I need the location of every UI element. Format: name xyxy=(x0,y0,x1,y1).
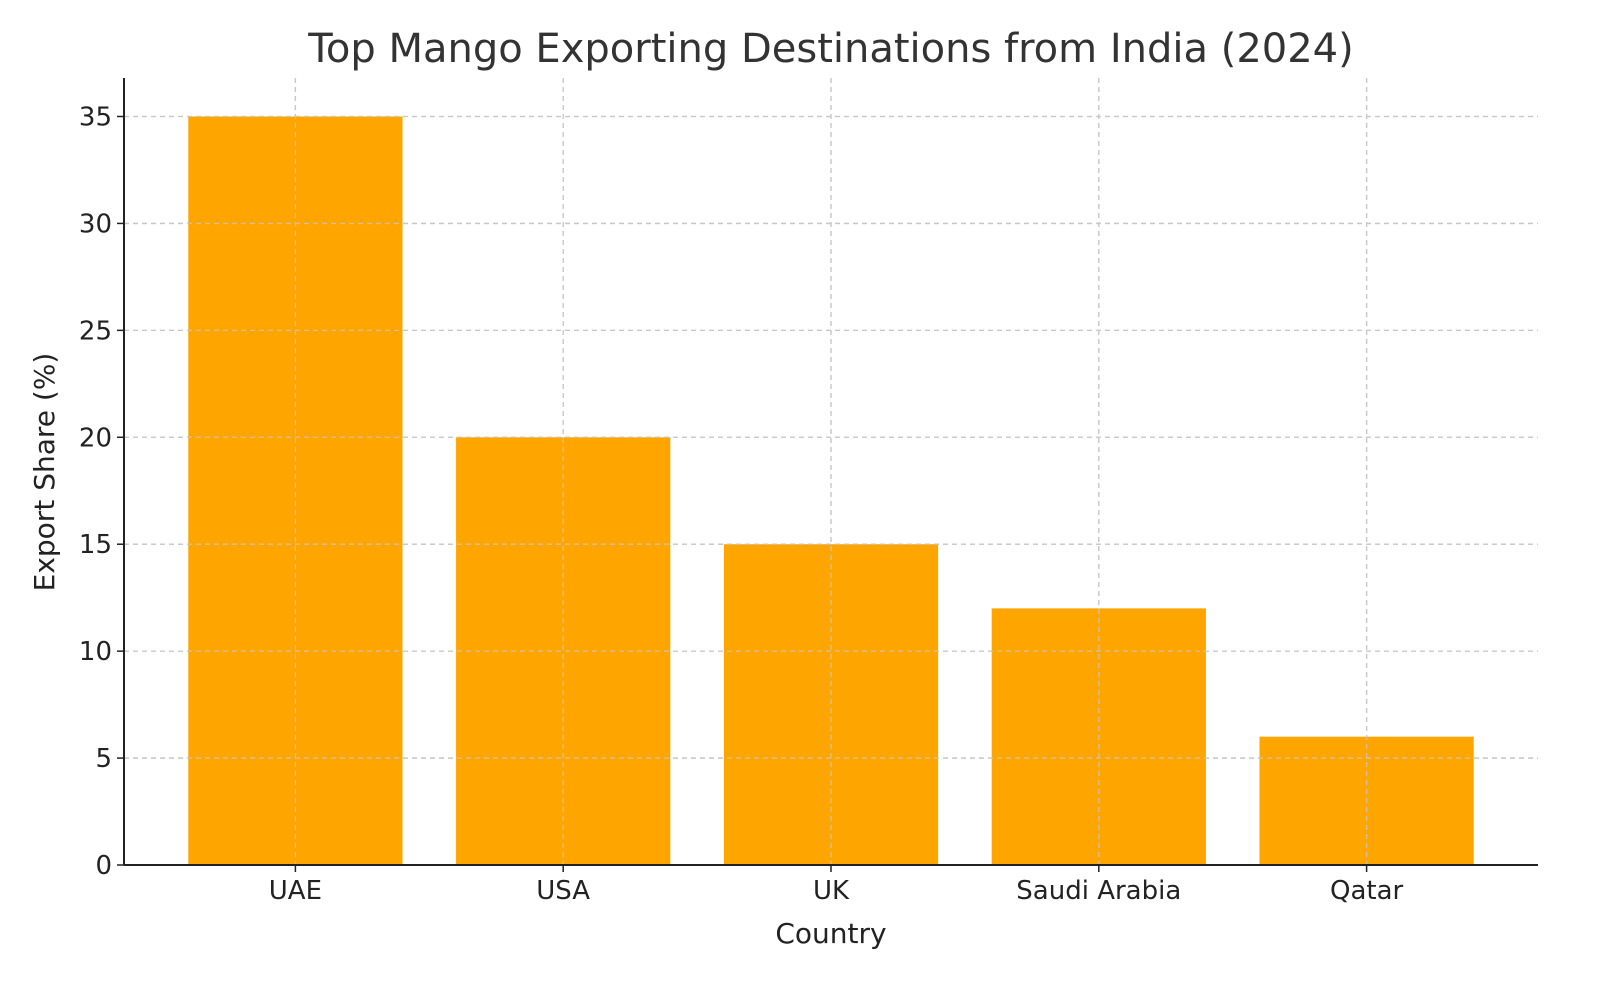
y-tick-label: 5 xyxy=(95,744,112,774)
y-tick-label: 35 xyxy=(79,102,112,132)
y-tick-label: 30 xyxy=(79,209,112,239)
bar-uae xyxy=(188,116,403,865)
y-tick-label: 0 xyxy=(95,851,112,881)
y-tick-label: 10 xyxy=(79,637,112,667)
x-tick-label: Saudi Arabia xyxy=(1016,876,1181,906)
y-tick-label: 25 xyxy=(79,316,112,346)
x-tick-label: UK xyxy=(813,876,850,906)
y-tick-label: 20 xyxy=(79,423,112,453)
ticks: 0 5 10 15 20 25 30 35 UAE USA UK Saudi Arabia Qatar xyxy=(79,102,1404,906)
y-tick-label: 15 xyxy=(79,530,112,560)
y-axis-label: Export Share (%) xyxy=(28,353,61,592)
chart-title: Top Mango Exporting Destinations from In… xyxy=(307,26,1353,72)
x-tick-label: USA xyxy=(536,876,590,906)
x-tick-label: Qatar xyxy=(1330,876,1404,906)
bars xyxy=(124,78,1538,865)
x-axis-label: Country xyxy=(775,917,886,950)
x-tick-label: UAE xyxy=(269,876,322,906)
